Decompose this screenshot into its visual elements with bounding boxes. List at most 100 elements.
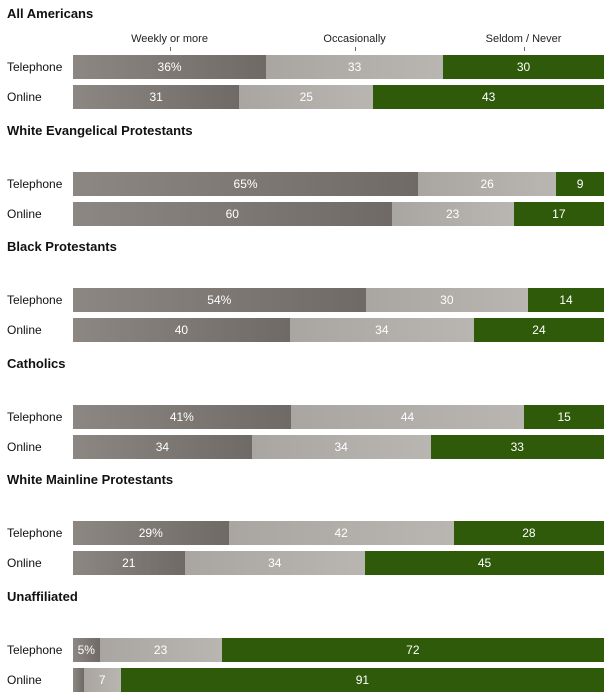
bar-segment-occasionally [290, 404, 525, 429]
group-title: Unaffiliated [7, 589, 78, 604]
bar-segment-weekly [73, 318, 291, 343]
data-label: 9 [576, 176, 584, 191]
data-label: 15 [557, 409, 571, 424]
bar-segment-weekly [73, 85, 240, 109]
row-label-telephone: Telephone [7, 176, 63, 191]
bar-row: 54% 30 14 [73, 288, 605, 313]
legend-entry-seldom: Seldom / Never [485, 33, 562, 45]
data-label: 36% [157, 60, 182, 74]
legend-entry-weekly: Weekly or more [131, 33, 208, 45]
bar-segment-occasionally [184, 551, 366, 576]
row-label-online: Online [7, 206, 42, 221]
bar-segment-occasionally [251, 434, 431, 459]
bar-row: 29% 42 28 [73, 521, 605, 546]
bar-segment-occasionally [239, 85, 374, 109]
row-label-telephone: Telephone [7, 526, 63, 541]
bar-segment-weekly [73, 171, 419, 196]
data-label: 41% [169, 409, 194, 424]
bar-segment-weekly [73, 668, 85, 692]
data-label: 5% [77, 643, 95, 657]
data-label: 7 [98, 673, 106, 687]
row-label-telephone: Telephone [7, 643, 63, 657]
data-label: 29% [138, 526, 163, 541]
data-label: 44 [400, 409, 415, 424]
data-label: 17 [552, 206, 566, 221]
data-label: 14 [559, 293, 573, 308]
data-label: 34 [334, 439, 348, 454]
bar-row: 5% 23 72 [73, 638, 605, 662]
data-label: 34 [375, 323, 389, 338]
data-label: 26 [480, 176, 494, 191]
bar-segment-seldom [473, 318, 605, 343]
data-label: 42 [334, 526, 348, 541]
bar-row: 60 23 17 [73, 201, 605, 226]
bar-segment-occasionally [418, 171, 557, 196]
data-label: 24 [532, 323, 546, 338]
data-label: 33 [510, 439, 524, 454]
bar-segment-seldom [365, 551, 605, 576]
data-label: 43 [481, 90, 496, 104]
bar-row: 34 34 33 [73, 434, 605, 459]
group-title: All Americans [7, 6, 94, 21]
bar-segment-seldom [524, 404, 605, 429]
data-label: 45 [477, 556, 492, 571]
bar-segment-seldom [373, 85, 605, 109]
data-label: 21 [122, 556, 136, 571]
data-label: 40 [174, 323, 189, 338]
bar-segment-weekly [73, 638, 101, 662]
legend-tick-occasionally [355, 47, 356, 51]
row-label-telephone: Telephone [7, 409, 63, 424]
data-label: 54% [207, 293, 232, 308]
bar-row: 40 34 24 [73, 318, 605, 343]
row-label-online: Online [7, 90, 42, 104]
bar-segment-weekly [73, 55, 267, 79]
row-label-telephone: Telephone [7, 60, 63, 74]
bar-row: 21 34 45 [73, 551, 605, 576]
bar-segment-occasionally [99, 638, 223, 662]
row-label-online: Online [7, 439, 42, 454]
bar-segment-seldom [120, 668, 605, 692]
bar-segment-weekly [73, 521, 230, 546]
data-label: 72 [406, 643, 420, 657]
row-label-online: Online [7, 556, 42, 571]
group-title: Black Protestants [7, 239, 117, 255]
bar-segment-weekly [73, 434, 253, 459]
data-label: 60 [225, 206, 239, 221]
bar-row: 41% 44 15 [73, 404, 605, 429]
bar-row: 65% 26 9 [73, 171, 605, 196]
bar-segment-weekly [73, 288, 367, 313]
legend-tick-weekly [170, 47, 171, 51]
bar-row: 7 91 [73, 668, 605, 692]
bar-segment-seldom [513, 201, 605, 226]
data-label: 30 [516, 60, 531, 74]
bar-segment-seldom [221, 638, 605, 662]
data-label: 33 [347, 60, 362, 74]
bar-segment-seldom [430, 434, 605, 459]
row-label-telephone: Telephone [7, 293, 63, 308]
bar-segment-occasionally [391, 201, 515, 226]
legend-tick-seldom [524, 47, 525, 51]
bar-segment-weekly [73, 201, 393, 226]
group-title: White Mainline Protestants [7, 472, 174, 488]
bar-segment-occasionally [228, 521, 455, 546]
bar-segment-weekly [73, 551, 185, 576]
row-label-online: Online [7, 673, 42, 687]
data-label: 91 [355, 673, 370, 687]
bar-segment-seldom [556, 171, 605, 196]
bar-segment-occasionally [83, 668, 122, 692]
data-label: 23 [445, 206, 460, 221]
data-label: 31 [149, 90, 163, 104]
legend-entry-occasionally: Occasionally [323, 33, 386, 45]
bar-segment-seldom [443, 55, 605, 79]
bar-segment-occasionally [289, 318, 475, 343]
data-label: 28 [522, 526, 536, 541]
bar-segment-seldom [528, 288, 605, 313]
data-label: 34 [268, 556, 282, 571]
data-label: 65% [233, 176, 258, 191]
bar-segment-occasionally [365, 288, 529, 313]
group-title: Catholics [7, 355, 66, 371]
data-label: 25 [299, 90, 313, 104]
group-title: White Evangelical Protestants [7, 122, 193, 138]
bar-segment-occasionally [266, 55, 444, 79]
